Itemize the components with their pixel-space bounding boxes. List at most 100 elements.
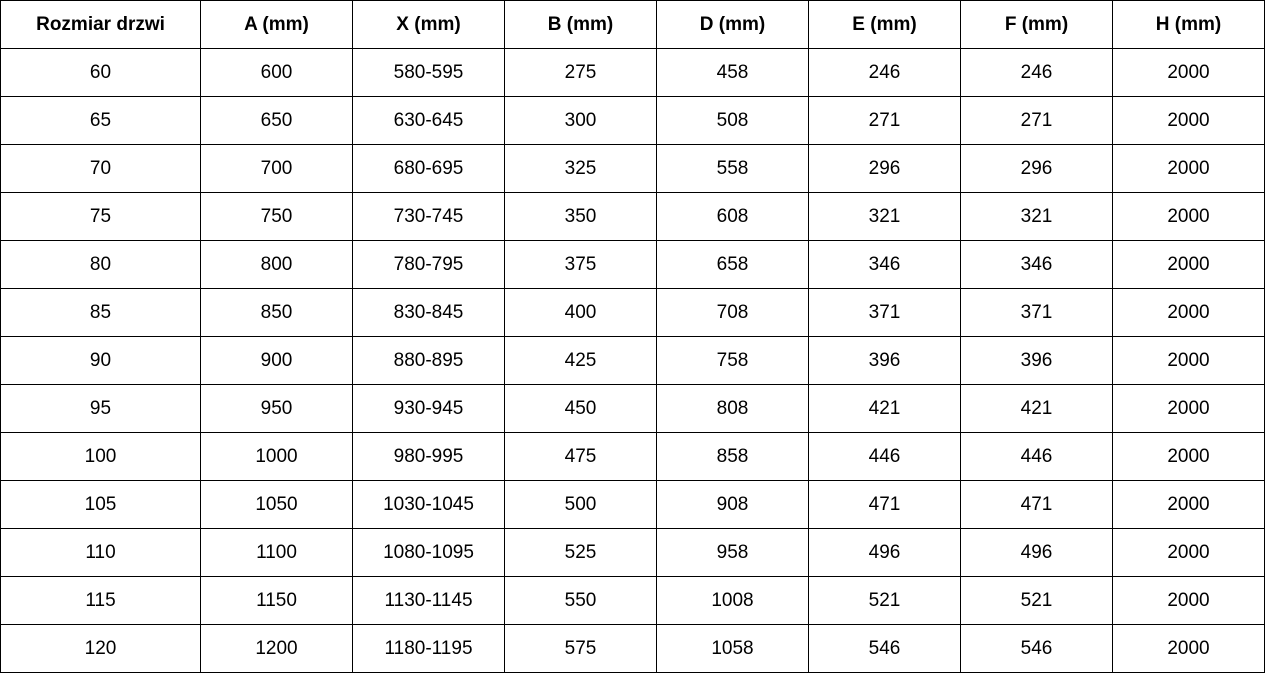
table-cell: 500: [504, 480, 657, 529]
table-cell: 271: [808, 96, 961, 145]
table-cell: 110: [0, 528, 201, 577]
table-cell: 346: [808, 240, 961, 289]
table-cell: 450: [504, 384, 657, 433]
table-cell: 930-945: [352, 384, 505, 433]
table-cell: 321: [960, 192, 1113, 241]
table-cell: 421: [960, 384, 1113, 433]
table-cell: 95: [0, 384, 201, 433]
table-cell: 2000: [1112, 144, 1265, 193]
table-cell: 496: [960, 528, 1113, 577]
table-cell: 1150: [200, 576, 353, 625]
table-cell: 2000: [1112, 192, 1265, 241]
table-cell: 1200: [200, 624, 353, 673]
column-header: H (mm): [1112, 0, 1265, 49]
table-cell: 246: [960, 48, 1113, 97]
table-row: 105 1050 1030-1045 500 908 471 471 2000: [0, 480, 1265, 529]
table-cell: 475: [504, 432, 657, 481]
table-cell: 371: [960, 288, 1113, 337]
column-header: Rozmiar drzwi: [0, 0, 201, 49]
table-cell: 496: [808, 528, 961, 577]
table-cell: 880-895: [352, 336, 505, 385]
table-cell: 525: [504, 528, 657, 577]
table-cell: 80: [0, 240, 201, 289]
table-cell: 700: [200, 144, 353, 193]
table-cell: 600: [200, 48, 353, 97]
table-cell: 421: [808, 384, 961, 433]
table-cell: 550: [504, 576, 657, 625]
table-cell: 446: [960, 432, 1113, 481]
table-cell: 1180-1195: [352, 624, 505, 673]
table-cell: 521: [960, 576, 1113, 625]
table-cell: 375: [504, 240, 657, 289]
table-cell: 650: [200, 96, 353, 145]
table-cell: 120: [0, 624, 201, 673]
table-cell: 2000: [1112, 576, 1265, 625]
table-cell: 830-845: [352, 288, 505, 337]
table-row: 115 1150 1130-1145 550 1008 521 521 2000: [0, 576, 1265, 625]
table-cell: 1050: [200, 480, 353, 529]
table-cell: 858: [656, 432, 809, 481]
table-cell: 105: [0, 480, 201, 529]
column-header: A (mm): [200, 0, 353, 49]
table-cell: 2000: [1112, 336, 1265, 385]
table-row: 75 750 730-745 350 608 321 321 2000: [0, 192, 1265, 241]
table-cell: 521: [808, 576, 961, 625]
table-cell: 70: [0, 144, 201, 193]
table-cell: 85: [0, 288, 201, 337]
table-cell: 1000: [200, 432, 353, 481]
table-cell: 908: [656, 480, 809, 529]
table-cell: 396: [808, 336, 961, 385]
table-cell: 508: [656, 96, 809, 145]
table-cell: 458: [656, 48, 809, 97]
table-cell: 580-595: [352, 48, 505, 97]
table-cell: 850: [200, 288, 353, 337]
table-cell: 780-795: [352, 240, 505, 289]
table-cell: 730-745: [352, 192, 505, 241]
table-cell: 2000: [1112, 528, 1265, 577]
column-header: X (mm): [352, 0, 505, 49]
table-row: 90 900 880-895 425 758 396 396 2000: [0, 336, 1265, 385]
table-cell: 296: [808, 144, 961, 193]
table-cell: 658: [656, 240, 809, 289]
table-cell: 1008: [656, 576, 809, 625]
table-cell: 950: [200, 384, 353, 433]
table-cell: 2000: [1112, 384, 1265, 433]
table-cell: 400: [504, 288, 657, 337]
table-cell: 630-645: [352, 96, 505, 145]
column-header: F (mm): [960, 0, 1113, 49]
table-cell: 371: [808, 288, 961, 337]
table-cell: 346: [960, 240, 1113, 289]
table-row: 120 1200 1180-1195 575 1058 546 546 2000: [0, 624, 1265, 673]
table-cell: 1080-1095: [352, 528, 505, 577]
table-cell: 575: [504, 624, 657, 673]
table-cell: 300: [504, 96, 657, 145]
table-cell: 271: [960, 96, 1113, 145]
table-cell: 800: [200, 240, 353, 289]
table-cell: 980-995: [352, 432, 505, 481]
table-cell: 2000: [1112, 96, 1265, 145]
table-cell: 90: [0, 336, 201, 385]
table-cell: 2000: [1112, 288, 1265, 337]
table-cell: 115: [0, 576, 201, 625]
table-cell: 471: [808, 480, 961, 529]
table-row: 100 1000 980-995 475 858 446 446 2000: [0, 432, 1265, 481]
column-header: B (mm): [504, 0, 657, 49]
table-cell: 750: [200, 192, 353, 241]
table-cell: 275: [504, 48, 657, 97]
table-cell: 808: [656, 384, 809, 433]
column-header: E (mm): [808, 0, 961, 49]
table-cell: 321: [808, 192, 961, 241]
table-cell: 558: [656, 144, 809, 193]
table-cell: 2000: [1112, 624, 1265, 673]
table-cell: 325: [504, 144, 657, 193]
table-row: 95 950 930-945 450 808 421 421 2000: [0, 384, 1265, 433]
table-cell: 680-695: [352, 144, 505, 193]
table-cell: 100: [0, 432, 201, 481]
table-row: 80 800 780-795 375 658 346 346 2000: [0, 240, 1265, 289]
table-cell: 446: [808, 432, 961, 481]
table-cell: 900: [200, 336, 353, 385]
table-cell: 2000: [1112, 480, 1265, 529]
table-cell: 1058: [656, 624, 809, 673]
table-cell: 546: [960, 624, 1113, 673]
table-cell: 1100: [200, 528, 353, 577]
